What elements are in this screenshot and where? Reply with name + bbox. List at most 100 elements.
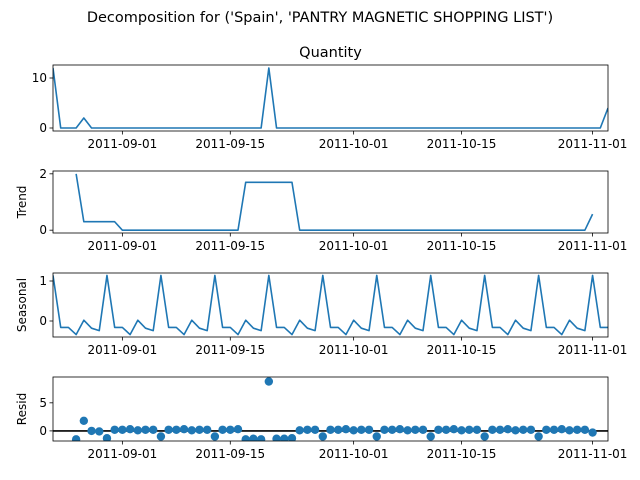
resid-point bbox=[79, 416, 89, 425]
seasonal-line bbox=[53, 274, 608, 336]
resid-point bbox=[218, 425, 227, 434]
seasonal-y-tick-label: 1 bbox=[39, 274, 47, 288]
resid-y-tick-label: 0 bbox=[39, 424, 47, 438]
resid-point bbox=[387, 425, 397, 434]
resid-point bbox=[264, 377, 274, 386]
resid-point bbox=[526, 425, 536, 434]
trend-y-label: Trend bbox=[15, 186, 29, 220]
resid-point bbox=[310, 425, 320, 434]
resid-point bbox=[495, 425, 505, 434]
resid-point bbox=[519, 425, 528, 434]
resid-point bbox=[380, 425, 389, 434]
resid-point bbox=[303, 425, 312, 434]
seasonal-y-label: Seasonal bbox=[15, 278, 29, 332]
resid-y-label: Resid bbox=[15, 393, 29, 425]
seasonal-x-tick-label: 2011-10-01 bbox=[319, 343, 389, 357]
trend-panel: Trend 0 2 2011-09-01 2011-09-15 2011-10-01 201… bbox=[15, 167, 627, 253]
resid-point bbox=[326, 425, 335, 434]
resid-point bbox=[488, 425, 497, 434]
resid-point bbox=[334, 425, 343, 434]
resid-point bbox=[572, 425, 582, 434]
resid-point bbox=[149, 425, 158, 434]
resid-point bbox=[280, 434, 289, 441]
resid-point bbox=[441, 425, 451, 434]
quantity-x-tick-label: 2011-10-15 bbox=[427, 137, 497, 151]
resid-point bbox=[118, 425, 127, 434]
resid-x-tick-label: 2011-11-01 bbox=[558, 447, 628, 461]
resid-point bbox=[434, 425, 443, 434]
resid-point bbox=[565, 426, 574, 435]
resid-point bbox=[480, 432, 489, 441]
resid-point bbox=[418, 425, 428, 434]
quantity-axes-frame bbox=[52, 64, 609, 132]
resid-point bbox=[187, 426, 196, 435]
trend-x-tick-label: 2011-10-15 bbox=[427, 239, 497, 253]
resid-point bbox=[210, 432, 220, 441]
resid-point bbox=[110, 425, 119, 434]
quantity-line bbox=[53, 67, 608, 129]
resid-point bbox=[465, 425, 474, 434]
trend-y-tick-label: 0 bbox=[39, 223, 47, 237]
resid-point bbox=[449, 425, 459, 434]
resid-point bbox=[341, 425, 351, 434]
resid-point bbox=[241, 435, 250, 441]
seasonal-x-tick-label: 2011-11-01 bbox=[558, 343, 628, 357]
resid-point bbox=[503, 425, 512, 434]
trend-y-tick-label: 2 bbox=[39, 167, 47, 181]
resid-point bbox=[179, 425, 189, 434]
resid-point bbox=[141, 425, 150, 434]
quantity-y-tick-label: 10 bbox=[32, 71, 47, 85]
resid-point bbox=[511, 426, 520, 435]
resid-point bbox=[372, 432, 381, 441]
resid-point bbox=[233, 425, 243, 434]
resid-point bbox=[71, 435, 81, 441]
resid-point bbox=[256, 435, 266, 441]
figure-title: Decomposition for ('Spain', 'PANTRY MAGN… bbox=[87, 10, 553, 26]
quantity-plot bbox=[53, 67, 608, 129]
trend-plot bbox=[75, 173, 594, 231]
quantity-x-tick-label: 2011-09-01 bbox=[88, 137, 158, 151]
resid-point bbox=[195, 425, 204, 434]
seasonal-y-tick-label: 0 bbox=[39, 314, 47, 328]
resid-point bbox=[557, 425, 566, 434]
resid-point bbox=[457, 426, 466, 435]
resid-point bbox=[295, 426, 304, 435]
resid-point bbox=[411, 425, 420, 434]
resid-point bbox=[172, 425, 181, 434]
seasonal-x-tick-label: 2011-09-01 bbox=[88, 343, 158, 357]
seasonal-x-tick-label: 2011-10-15 bbox=[427, 343, 497, 357]
seasonal-axes-frame bbox=[52, 272, 609, 338]
quantity-panel: Quantity 0 10 2011-09-01 2011-09-15 2011-10-0… bbox=[32, 45, 628, 151]
seasonal-panel: Seasonal 0 1 2011-09-01 2011-09-15 2011-10-01… bbox=[15, 272, 628, 357]
resid-x-tick-label: 2011-09-15 bbox=[195, 447, 265, 461]
trend-line bbox=[75, 173, 594, 231]
quantity-x-tick-label: 2011-10-01 bbox=[319, 137, 389, 151]
quantity-title: Quantity bbox=[299, 45, 362, 61]
resid-point bbox=[403, 426, 412, 435]
trend-x-tick-label: 2011-10-01 bbox=[319, 239, 389, 253]
resid-point bbox=[426, 432, 435, 441]
resid-panel: Resid 0 5 2011-09-01 2011-09-15 2011-10-01 201… bbox=[15, 376, 628, 461]
resid-plot bbox=[53, 377, 608, 441]
resid-axes-frame bbox=[52, 376, 609, 442]
resid-point bbox=[102, 433, 112, 441]
quantity-y-tick-label: 0 bbox=[39, 121, 47, 135]
resid-point bbox=[249, 434, 258, 441]
trend-axes-frame bbox=[52, 170, 609, 234]
resid-point bbox=[549, 425, 559, 434]
resid-point bbox=[580, 425, 590, 434]
quantity-x-tick-label: 2011-11-01 bbox=[558, 137, 628, 151]
resid-point bbox=[202, 425, 212, 434]
resid-point bbox=[588, 428, 597, 437]
resid-point bbox=[472, 425, 482, 434]
resid-x-tick-label: 2011-09-01 bbox=[88, 447, 158, 461]
resid-point bbox=[95, 427, 104, 436]
resid-point bbox=[87, 426, 96, 436]
resid-point bbox=[534, 432, 543, 441]
resid-x-tick-label: 2011-10-01 bbox=[319, 447, 389, 461]
trend-x-tick-label: 2011-11-01 bbox=[558, 239, 628, 253]
resid-point bbox=[226, 425, 235, 434]
